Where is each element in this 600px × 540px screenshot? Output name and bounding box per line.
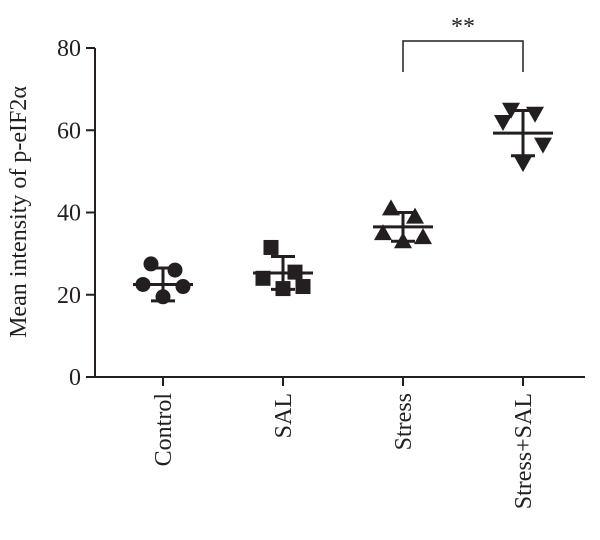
group-control: [133, 256, 193, 305]
significance-label: **: [451, 14, 475, 40]
data-groups: [133, 102, 553, 305]
data-point: [514, 156, 532, 173]
data-point: [175, 279, 191, 295]
x-tick-label: Stress: [391, 393, 417, 450]
x-tick-label: SAL: [271, 393, 297, 438]
y-tick-label: 40: [57, 201, 81, 227]
y-tick-label: 80: [57, 36, 81, 62]
annotations: **: [402, 14, 524, 72]
y-tick-label: 20: [57, 283, 81, 309]
x-tick-label: Stress+SAL: [511, 393, 537, 509]
data-point: [406, 207, 424, 224]
y-axis-label: Mean intensity of p-eIF2α: [6, 86, 32, 338]
group-sal: [253, 239, 313, 297]
data-point: [374, 224, 392, 241]
data-point: [263, 239, 279, 255]
group-stress: [373, 199, 433, 249]
x-tick-label: Control: [151, 393, 177, 467]
data-point: [534, 137, 552, 154]
x-tick-labels: Control SAL Stress Stress+SAL: [151, 377, 537, 509]
data-point: [414, 228, 432, 245]
data-point: [255, 270, 271, 286]
significance-bracket: [402, 40, 524, 72]
group-stress-sal: [493, 102, 553, 173]
y-tick-label: 60: [57, 118, 81, 144]
axes: [94, 48, 585, 378]
data-point: [494, 115, 512, 132]
y-tick-label: 0: [69, 365, 81, 391]
y-ticks: 0 20 40 60 80: [57, 36, 95, 391]
data-point: [167, 262, 183, 278]
data-point: [295, 279, 311, 295]
